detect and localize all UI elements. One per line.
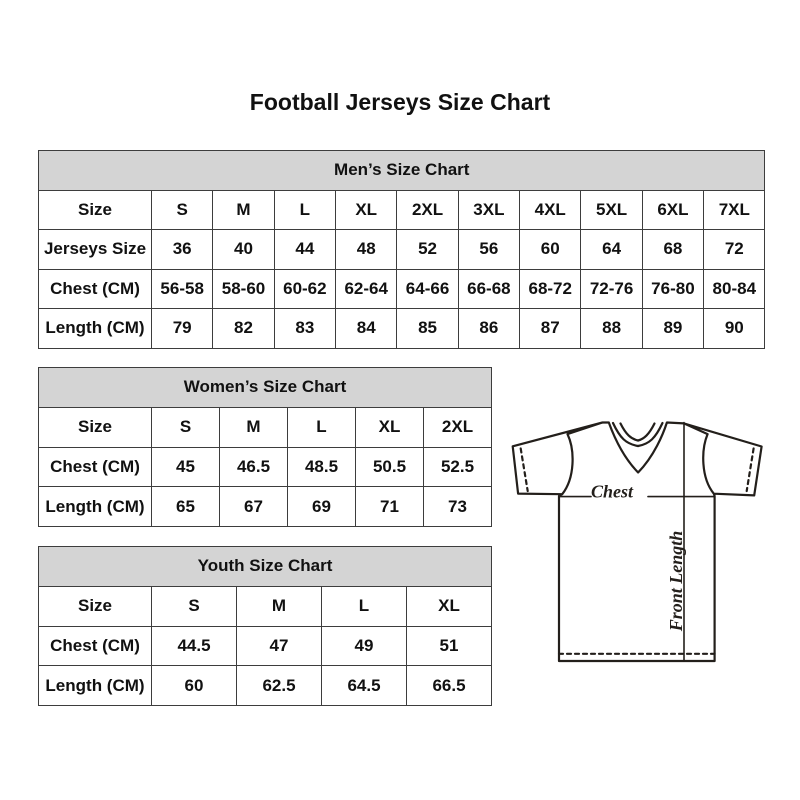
svg-text:Front Length: Front Length bbox=[666, 531, 686, 633]
svg-text:Chest: Chest bbox=[591, 482, 634, 502]
